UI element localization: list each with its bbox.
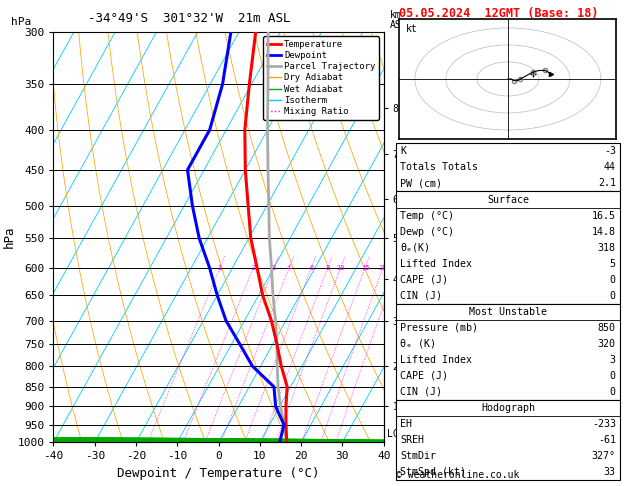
Text: 327°: 327° xyxy=(592,451,616,461)
Text: CIN (J): CIN (J) xyxy=(400,387,442,397)
Text: 5: 5 xyxy=(610,259,616,269)
Text: 0: 0 xyxy=(610,387,616,397)
Text: Surface: Surface xyxy=(487,194,529,205)
Text: Lifted Index: Lifted Index xyxy=(400,355,472,365)
Text: Lifted Index: Lifted Index xyxy=(400,259,472,269)
Text: 0: 0 xyxy=(610,371,616,381)
Text: EH: EH xyxy=(400,419,412,429)
Text: 8: 8 xyxy=(325,265,330,271)
Text: θₑ (K): θₑ (K) xyxy=(400,339,436,349)
Text: hPa: hPa xyxy=(11,17,31,28)
Text: 10: 10 xyxy=(337,265,345,271)
Text: 6: 6 xyxy=(309,265,313,271)
Text: Temp (°C): Temp (°C) xyxy=(400,210,454,221)
Text: 2.1: 2.1 xyxy=(598,178,616,189)
Text: 44: 44 xyxy=(604,162,616,173)
Text: 850: 850 xyxy=(598,323,616,333)
Text: Most Unstable: Most Unstable xyxy=(469,307,547,317)
Text: 05.05.2024  12GMT (Base: 18): 05.05.2024 12GMT (Base: 18) xyxy=(399,7,599,20)
Text: 3: 3 xyxy=(272,265,276,271)
Text: -34°49'S  301°32'W  21m ASL: -34°49'S 301°32'W 21m ASL xyxy=(88,12,291,25)
Text: -3: -3 xyxy=(604,146,616,156)
Text: StmDir: StmDir xyxy=(400,451,436,461)
Text: 20: 20 xyxy=(379,265,387,271)
Text: Dewp (°C): Dewp (°C) xyxy=(400,226,454,237)
Text: CIN (J): CIN (J) xyxy=(400,291,442,301)
Text: 318: 318 xyxy=(598,243,616,253)
Text: SREH: SREH xyxy=(400,435,424,445)
Text: StmSpd (kt): StmSpd (kt) xyxy=(400,467,466,477)
Legend: Temperature, Dewpoint, Parcel Trajectory, Dry Adiabat, Wet Adiabat, Isotherm, Mi: Temperature, Dewpoint, Parcel Trajectory… xyxy=(264,36,379,120)
Y-axis label: hPa: hPa xyxy=(3,226,16,248)
Text: PW (cm): PW (cm) xyxy=(400,178,442,189)
Text: 0: 0 xyxy=(610,275,616,285)
Text: θₑ(K): θₑ(K) xyxy=(400,243,430,253)
Text: -233: -233 xyxy=(592,419,616,429)
Text: CAPE (J): CAPE (J) xyxy=(400,371,448,381)
Text: 14.8: 14.8 xyxy=(592,226,616,237)
Text: CAPE (J): CAPE (J) xyxy=(400,275,448,285)
Text: 1: 1 xyxy=(218,265,222,271)
Text: -61: -61 xyxy=(598,435,616,445)
Text: 33: 33 xyxy=(604,467,616,477)
Text: 2: 2 xyxy=(251,265,255,271)
Text: 0: 0 xyxy=(610,291,616,301)
Text: 4: 4 xyxy=(287,265,291,271)
Text: 15: 15 xyxy=(360,265,369,271)
Text: Pressure (mb): Pressure (mb) xyxy=(400,323,478,333)
Y-axis label: Mixing Ratio (g/kg): Mixing Ratio (g/kg) xyxy=(440,181,450,293)
Text: 16.5: 16.5 xyxy=(592,210,616,221)
Text: LCL: LCL xyxy=(387,429,404,439)
Text: Totals Totals: Totals Totals xyxy=(400,162,478,173)
Text: Hodograph: Hodograph xyxy=(481,403,535,413)
Text: 320: 320 xyxy=(598,339,616,349)
Text: © weatheronline.co.uk: © weatheronline.co.uk xyxy=(396,470,520,480)
Text: K: K xyxy=(400,146,406,156)
Text: kt: kt xyxy=(406,24,418,34)
Text: 3: 3 xyxy=(610,355,616,365)
X-axis label: Dewpoint / Temperature (°C): Dewpoint / Temperature (°C) xyxy=(118,467,320,480)
Text: km
ASL: km ASL xyxy=(391,10,408,30)
